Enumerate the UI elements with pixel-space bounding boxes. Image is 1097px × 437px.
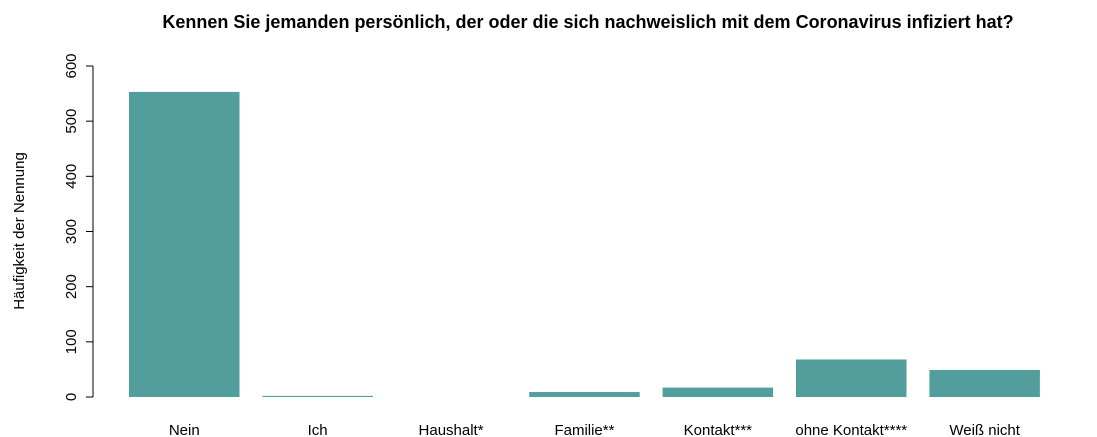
y-tick-label: 100 [63,329,80,354]
bar [129,91,240,397]
bar [529,392,640,397]
x-tick-label: Ich [308,422,328,437]
x-tick-label: Familie** [554,422,614,437]
x-tick-label: ohne Kontakt**** [795,422,907,437]
chart-title: Kennen Sie jemanden persönlich, der oder… [162,12,1013,32]
y-tick-label: 300 [63,219,80,244]
x-tick-label: Nein [169,422,200,437]
y-tick-label: 200 [63,274,80,299]
y-axis-label: Häufigkeit der Nennung [11,152,28,310]
y-tick-label: 0 [63,393,80,401]
y-tick-label: 500 [63,109,80,134]
bar [262,395,373,397]
y-tick-label: 600 [63,53,80,78]
x-tick-label: Weiß nicht [949,422,1020,437]
x-tick-label: Kontakt*** [684,422,753,437]
bar [662,387,774,397]
y-tick-label: 400 [63,164,80,189]
x-tick-label: Haushalt* [419,422,484,437]
bar [796,359,907,397]
bar [929,369,1040,397]
